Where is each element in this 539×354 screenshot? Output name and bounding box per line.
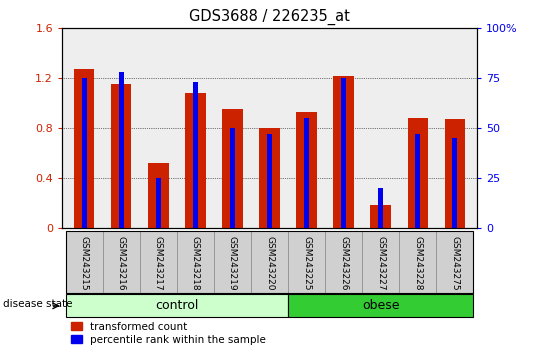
Bar	[452, 138, 457, 228]
Bar	[230, 128, 235, 228]
Text: GSM243275: GSM243275	[450, 236, 459, 291]
Bar	[296, 112, 317, 228]
Bar	[399, 231, 436, 293]
Text: GDS3688 / 226235_at: GDS3688 / 226235_at	[189, 9, 350, 25]
Text: GSM243225: GSM243225	[302, 236, 311, 291]
Bar	[66, 295, 288, 317]
Bar	[140, 231, 177, 293]
Bar	[267, 134, 272, 228]
Bar	[370, 205, 391, 228]
Bar	[214, 231, 251, 293]
Bar	[74, 69, 94, 228]
Bar	[325, 231, 362, 293]
Text: GSM243217: GSM243217	[154, 236, 163, 291]
Text: GSM243228: GSM243228	[413, 236, 422, 291]
Bar	[436, 231, 473, 293]
Text: GSM243216: GSM243216	[117, 236, 126, 291]
Text: obese: obese	[362, 299, 399, 312]
Bar	[288, 231, 325, 293]
Bar	[66, 231, 103, 293]
Bar	[119, 72, 123, 228]
Bar	[445, 119, 465, 228]
Bar	[378, 188, 383, 228]
Bar	[259, 128, 280, 228]
Text: disease state: disease state	[3, 299, 72, 309]
Bar	[222, 109, 243, 228]
Bar	[156, 178, 161, 228]
Bar	[193, 82, 198, 228]
Text: GSM243218: GSM243218	[191, 236, 200, 291]
Bar	[416, 134, 420, 228]
Bar	[407, 118, 428, 228]
Text: GSM243227: GSM243227	[376, 236, 385, 291]
Legend: transformed count, percentile rank within the sample: transformed count, percentile rank withi…	[67, 317, 270, 349]
Bar	[288, 295, 473, 317]
Text: GSM243215: GSM243215	[80, 236, 89, 291]
Bar	[177, 231, 214, 293]
Bar	[362, 231, 399, 293]
Text: GSM243219: GSM243219	[228, 236, 237, 291]
Bar	[103, 231, 140, 293]
Text: GSM243220: GSM243220	[265, 236, 274, 291]
Bar	[304, 118, 309, 228]
Text: GSM243226: GSM243226	[339, 236, 348, 291]
Bar	[185, 93, 205, 228]
Bar	[334, 76, 354, 228]
Bar	[148, 163, 169, 228]
Bar	[111, 84, 132, 228]
Bar	[251, 231, 288, 293]
Bar	[82, 78, 87, 228]
Text: control: control	[155, 299, 198, 312]
Bar	[341, 78, 346, 228]
